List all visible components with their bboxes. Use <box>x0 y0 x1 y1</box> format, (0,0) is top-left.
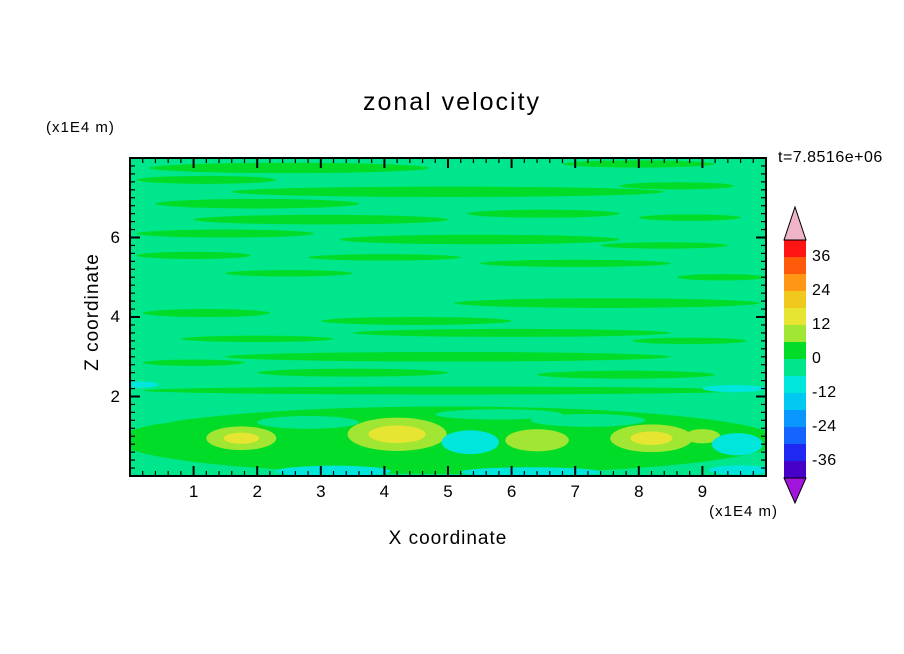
colorbar-segment <box>784 376 806 394</box>
contour-region <box>339 234 620 245</box>
contour-region <box>711 433 763 456</box>
colorbar-tick-label: -36 <box>812 452 837 469</box>
contour-region <box>530 413 646 427</box>
colorbar-segment <box>784 393 806 411</box>
contour-region <box>441 430 499 455</box>
contour-region <box>708 465 766 475</box>
colorbar-segment <box>784 410 806 428</box>
contour-region <box>180 335 334 343</box>
colorbar-segment <box>784 308 806 326</box>
contour-region <box>223 432 260 444</box>
contour-region <box>130 408 181 425</box>
contour-region <box>257 415 359 429</box>
colorbar-segment <box>784 274 806 292</box>
contour-region <box>537 370 716 379</box>
contour-region <box>460 467 601 476</box>
x-tick-label: 3 <box>316 482 326 501</box>
contour-region <box>320 317 512 325</box>
contour-region <box>225 270 353 277</box>
x-tick-label: 7 <box>570 482 580 501</box>
z-axis-unit-label: (x1E4 m) <box>46 119 115 136</box>
colorbar-segment <box>784 240 806 258</box>
contour-region <box>149 162 429 174</box>
contour-region <box>225 351 671 362</box>
contour-region <box>257 368 448 377</box>
z-tick-label: 2 <box>110 386 120 406</box>
contour-region <box>368 425 426 444</box>
contour-region <box>684 429 721 444</box>
colorbar-tick-label: -12 <box>812 384 837 401</box>
contour-region <box>505 429 569 452</box>
z-tick-label: 4 <box>110 307 120 326</box>
contour-region <box>231 186 665 197</box>
colorbar-segment <box>784 257 806 275</box>
contour-region <box>193 214 448 225</box>
x-tick-label: 4 <box>379 482 390 501</box>
contour-region <box>276 465 391 476</box>
x-axis-unit-label: (x1E4 m) <box>709 503 778 520</box>
colorbar-segment <box>784 342 806 360</box>
colorbar-under-arrow <box>783 477 807 505</box>
contour-region <box>454 298 760 308</box>
contour-region <box>308 254 461 261</box>
colorbar-tick-label: -24 <box>812 418 837 435</box>
contour-region <box>600 242 728 249</box>
contour-region <box>142 359 245 366</box>
colorbar-segment <box>784 359 806 377</box>
colorbar-tick-label: 0 <box>812 350 822 367</box>
colorbar-segment <box>784 427 806 445</box>
x-tick-label: 6 <box>506 482 517 501</box>
x-tick-label: 8 <box>634 482 644 501</box>
contour-region <box>702 384 766 393</box>
colorbar-tick-label: 12 <box>812 316 831 333</box>
plot-frame <box>129 157 767 477</box>
contour-region <box>632 337 747 345</box>
contour-region <box>467 209 620 218</box>
contour-region <box>619 182 735 190</box>
time-annotation: t=7.8516e+06 <box>778 149 883 166</box>
z-tick-label: 6 <box>110 227 120 247</box>
contour-region <box>136 175 277 184</box>
colorbar-segment <box>784 291 806 309</box>
contour-region <box>435 409 563 420</box>
contour-region <box>136 229 315 238</box>
contour-field <box>130 158 766 476</box>
contour-region <box>479 259 671 267</box>
x-tick-label: 5 <box>443 482 453 501</box>
colorbar-tick-label: 36 <box>812 248 831 265</box>
contour-region <box>630 431 673 445</box>
contour-region <box>142 386 754 395</box>
colorbar-over-arrow <box>783 205 807 241</box>
contour-region <box>130 381 159 388</box>
contour-region <box>676 274 766 281</box>
colorbar-segment <box>784 461 806 479</box>
contour-region <box>352 328 671 337</box>
chart-title: zonal velocity <box>362 88 542 116</box>
colorbar-segment <box>784 444 806 462</box>
contour-region <box>638 214 741 221</box>
contour-region <box>136 251 251 259</box>
x-axis-title: X coordinate <box>388 528 508 549</box>
contour-region <box>142 309 270 317</box>
contour-region <box>155 198 359 209</box>
x-tick-label: 9 <box>697 482 708 501</box>
colorbar-tick-label: 24 <box>812 282 831 299</box>
x-tick-label: 1 <box>188 482 199 501</box>
colorbar-segment <box>784 325 806 343</box>
x-tick-label: 2 <box>252 482 262 501</box>
